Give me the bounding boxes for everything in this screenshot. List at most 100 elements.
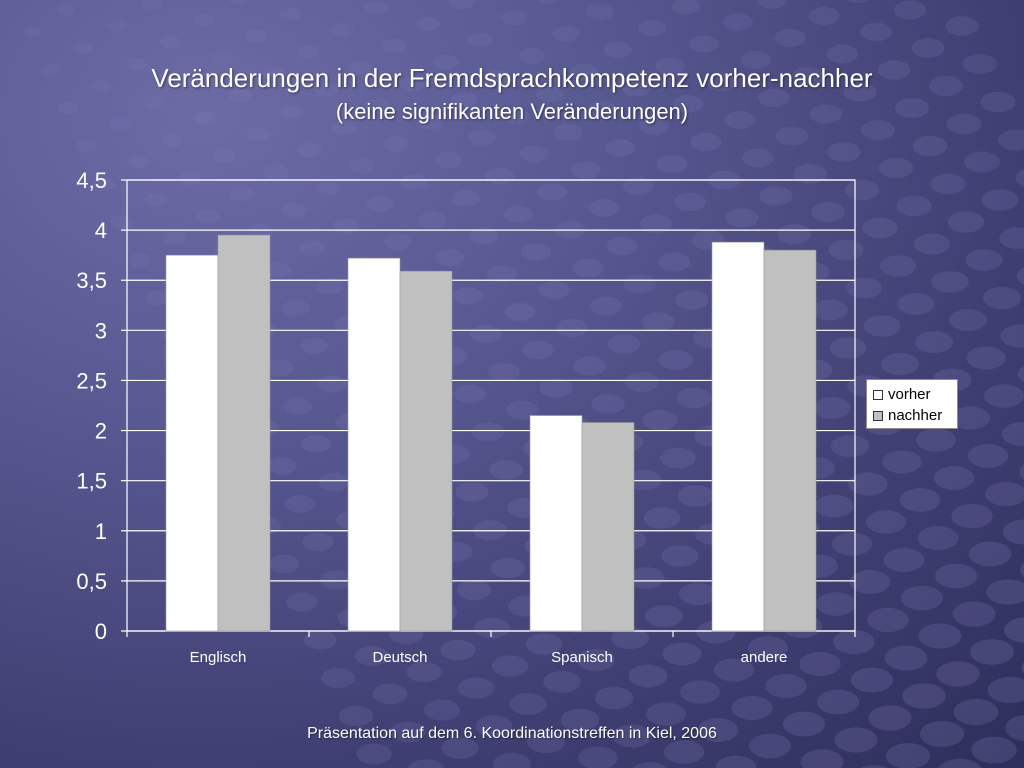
bar-nachher-spanisch <box>581 422 635 632</box>
background-dot <box>1016 267 1024 285</box>
background-dot <box>407 759 445 768</box>
background-dot <box>286 592 318 612</box>
background-dot <box>297 142 323 158</box>
background-dot <box>934 563 978 589</box>
slide-title: Veränderungen in der Fremdsprachkompeten… <box>151 63 873 93</box>
bar-nachher-andere <box>763 249 817 632</box>
background-dot <box>194 111 218 125</box>
background-dot <box>971 736 1017 764</box>
background-dot <box>674 192 706 212</box>
background-dot <box>680 680 720 704</box>
background-dot <box>848 472 888 496</box>
background-dot <box>606 236 638 256</box>
background-dot <box>677 485 715 507</box>
background-dot <box>622 177 654 195</box>
background-dot <box>642 409 678 431</box>
background-dot <box>637 19 667 37</box>
background-dot <box>611 626 649 650</box>
background-dot <box>315 180 341 196</box>
background-dot <box>347 60 373 76</box>
background-dot <box>844 179 880 201</box>
background-dot <box>553 123 583 141</box>
background-dot <box>799 651 841 677</box>
background-dot <box>318 473 350 491</box>
bar-nachher-deutsch <box>399 270 453 632</box>
background-dot <box>757 0 787 9</box>
background-dot <box>587 101 617 119</box>
background-dot <box>536 0 560 4</box>
background-dot <box>503 205 533 223</box>
x-category-label: Englisch <box>190 649 247 666</box>
background-dot <box>1002 519 1024 545</box>
background-dot <box>626 469 662 491</box>
background-dot <box>415 16 441 32</box>
background-dot <box>883 547 925 573</box>
background-dot <box>675 290 709 310</box>
background-dot <box>505 400 539 420</box>
background-dot <box>456 579 492 601</box>
background-dot <box>491 655 529 677</box>
background-dot <box>867 607 909 633</box>
background-dot <box>594 686 634 710</box>
background-dot <box>349 158 375 174</box>
bar-vorher-deutsch <box>347 257 401 632</box>
background-dot <box>537 183 567 201</box>
background-dot <box>313 82 339 98</box>
background-dot <box>302 532 334 552</box>
background-dot <box>893 0 927 20</box>
background-dot <box>75 139 97 153</box>
background-dot <box>725 208 759 228</box>
legend-swatch-nachher <box>873 410 883 421</box>
background-dot <box>747 636 789 660</box>
background-dot <box>570 63 598 81</box>
background-dot <box>832 532 872 556</box>
background-dot <box>262 67 286 81</box>
background-dot <box>882 450 922 474</box>
background-dot <box>885 743 931 768</box>
background-dot <box>319 570 353 590</box>
background-dot <box>859 22 893 42</box>
background-dot <box>433 54 459 70</box>
bar-nachher-englisch <box>217 234 271 632</box>
legend-label-vorher: vorher <box>888 386 931 403</box>
background-dot <box>382 136 410 152</box>
background-dot <box>881 352 919 376</box>
background-dot <box>833 629 875 655</box>
background-dot <box>145 290 171 306</box>
background-dot <box>316 277 344 295</box>
background-dot <box>543 671 581 693</box>
background-dot <box>884 645 928 671</box>
background-dot <box>453 287 483 305</box>
background-dot <box>964 151 1000 173</box>
background-dot <box>372 683 408 705</box>
background-dot <box>657 252 691 272</box>
background-dot <box>418 211 446 229</box>
background-dot <box>572 258 604 278</box>
background-dot <box>946 113 982 135</box>
y-tick-label: 2 <box>95 419 107 444</box>
background-dot <box>455 482 489 502</box>
background-dot <box>560 708 600 732</box>
background-dot <box>474 617 510 639</box>
background-dot <box>330 23 354 37</box>
background-dot <box>774 28 806 48</box>
background-dot <box>578 746 618 768</box>
background-dot <box>912 135 948 157</box>
background-dot <box>800 749 844 768</box>
background-dot <box>356 743 392 765</box>
background-dot <box>267 457 297 475</box>
background-dot <box>301 435 331 453</box>
background-dot <box>697 718 739 742</box>
background-dot <box>895 98 929 118</box>
background-dot <box>834 727 878 753</box>
background-dot <box>765 673 807 699</box>
background-dot <box>676 387 712 409</box>
background-dot <box>468 129 496 147</box>
background-dot <box>440 639 476 661</box>
background-dot <box>612 724 652 748</box>
background-dot <box>843 82 877 102</box>
background-dot <box>987 676 1024 704</box>
background-dot <box>952 601 996 627</box>
background-dot <box>966 346 1006 370</box>
background-dot <box>266 359 294 377</box>
